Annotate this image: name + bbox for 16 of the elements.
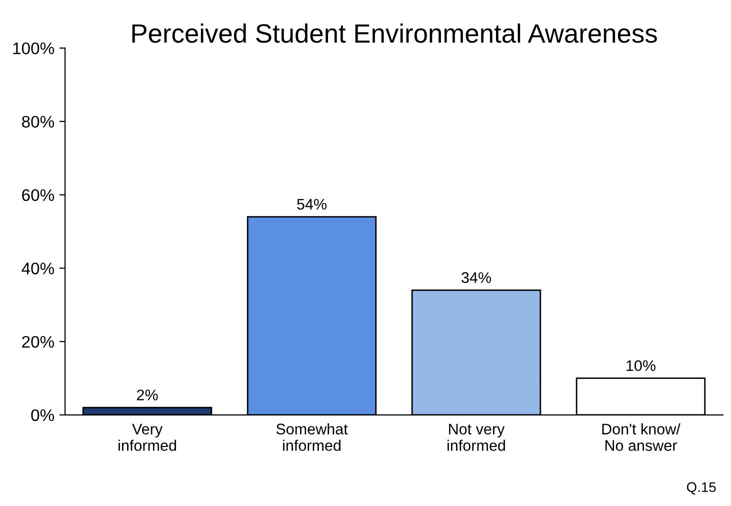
text: Q.15 xyxy=(686,482,716,495)
y-tick-label: 80% xyxy=(22,116,54,128)
y-tick-label: 100% xyxy=(13,42,54,54)
y-tick-label: 60% xyxy=(22,189,54,202)
x-tick-label: Not very informed xyxy=(448,424,505,451)
x-tick-label: Don't know/ No answer xyxy=(602,423,680,451)
x-tick-label: Somewhat informed xyxy=(276,423,348,451)
data-label: 2% xyxy=(137,390,158,400)
x-tick-label: Very informed xyxy=(118,424,176,451)
y-tick-label: 20% xyxy=(22,336,54,348)
data-label: 54% xyxy=(297,198,327,210)
data-label: 34% xyxy=(462,272,491,284)
chart-title: Perceived Student Environmental Awareness xyxy=(132,23,657,43)
data-label: 10% xyxy=(626,360,656,372)
y-tick-label: 40% xyxy=(22,262,54,274)
y-tick-label: 0% xyxy=(31,409,54,422)
